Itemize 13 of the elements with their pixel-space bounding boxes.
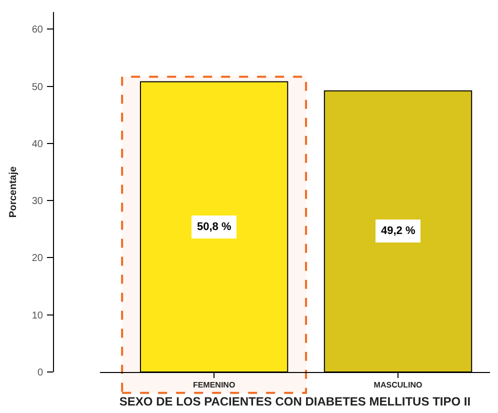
data-label: 49,2 % <box>381 225 416 237</box>
x-axis-title: SEXO DE LOS PACIENTES CON DIABETES MELLITUS TIPO II <box>119 394 471 408</box>
x-tick-label: MASCULINO <box>374 380 422 390</box>
y-tick-label: 10 <box>32 310 44 322</box>
y-tick-label: 0 <box>37 368 44 378</box>
y-tick-label: 20 <box>32 253 44 264</box>
x-tick-label: FEMENINO <box>192 380 236 390</box>
y-tick-label: 30 <box>32 196 44 208</box>
y-tick-label: 40 <box>32 138 44 150</box>
y-tick-label: 50 <box>32 82 44 93</box>
y-axis-title: Porcentaje <box>8 166 19 218</box>
data-label: 50,8 % <box>197 221 232 233</box>
y-tick-label: 60 <box>32 24 44 36</box>
